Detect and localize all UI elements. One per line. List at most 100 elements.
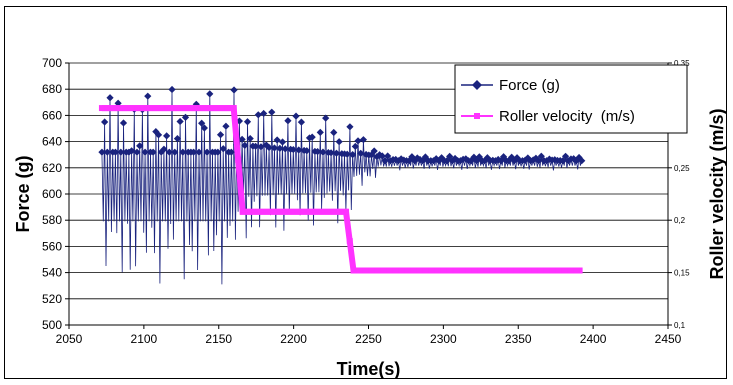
velocity-data-point: [123, 105, 129, 111]
velocity-data-point: [171, 105, 177, 111]
velocity-data-point: [189, 105, 195, 111]
y-tick-label: 580: [42, 213, 62, 227]
y-tick-label: 640: [42, 135, 62, 149]
velocity-data-point: [574, 268, 580, 274]
force-data-point: [292, 113, 299, 120]
velocity-data-point: [195, 105, 201, 111]
velocity-data-point: [99, 105, 105, 111]
force-data-point: [346, 123, 353, 130]
velocity-data-point: [141, 105, 147, 111]
velocity-data-point: [477, 268, 483, 274]
velocity-data-point: [300, 209, 306, 215]
force-data-point: [217, 131, 224, 138]
force-data-point: [106, 94, 113, 101]
velocity-data-point: [159, 105, 165, 111]
velocity-data-point: [129, 105, 135, 111]
velocity-data-point: [513, 268, 519, 274]
y2-tick-label: 0,1: [674, 321, 686, 330]
velocity-data-point: [507, 268, 513, 274]
velocity-data-point: [235, 157, 241, 163]
force-data-point: [330, 129, 337, 136]
force-data-point: [182, 114, 189, 121]
y2-tick-label: 0,25: [674, 164, 690, 173]
velocity-data-point: [562, 268, 568, 274]
y-tick-label: 700: [42, 56, 62, 70]
y2-axis-title: Roller velocity (m/s): [707, 108, 727, 279]
x-tick-label: 2300: [430, 332, 457, 346]
force-data-point: [244, 118, 251, 125]
velocity-data-point: [219, 105, 225, 111]
velocity-data-point: [531, 268, 537, 274]
y2-tick-label: 0,2: [674, 216, 686, 225]
x-axis-title: Time(s): [337, 359, 401, 379]
velocity-data-point: [393, 268, 399, 274]
velocity-data-point: [135, 105, 141, 111]
velocity-data-point: [351, 268, 357, 274]
velocity-data-point: [495, 268, 501, 274]
velocity-data-point: [276, 209, 282, 215]
chart-canvas: 500 520 540 560 580 600 620 640 660 680 700 0,1 0,15…: [5, 7, 728, 380]
velocity-data-point: [375, 268, 381, 274]
velocity-data-point: [307, 209, 313, 215]
velocity-data-point: [153, 105, 159, 111]
chart-frame: 500 520 540 560 580 600 620 640 660 680 700 0,1 0,15…: [4, 6, 727, 379]
velocity-data-point: [459, 268, 465, 274]
y-tick-label: 560: [42, 239, 62, 253]
velocity-data-point: [411, 268, 417, 274]
velocity-data-point: [207, 105, 213, 111]
force-data-point: [222, 123, 229, 130]
velocity-data-point: [240, 209, 246, 215]
velocity-data-point: [556, 268, 562, 274]
x-tick-label: 2150: [205, 332, 232, 346]
velocity-data-point: [453, 268, 459, 274]
velocity-data-point: [549, 268, 555, 274]
x-tick-label: 2450: [655, 332, 682, 346]
x-tick-label: 2250: [355, 332, 382, 346]
force-data-point: [177, 118, 184, 125]
velocity-data-point: [405, 268, 411, 274]
velocity-data-point: [343, 209, 349, 215]
velocity-data-point: [417, 268, 423, 274]
force-data-point: [168, 86, 175, 93]
legend-velocity-label: Roller velocity (m/s): [499, 108, 635, 125]
velocity-data-point: [525, 268, 531, 274]
y-tick-label: 520: [42, 292, 62, 306]
velocity-data-point: [568, 268, 574, 274]
velocity-data-point: [537, 268, 543, 274]
velocity-data-point: [423, 268, 429, 274]
force-data-point: [206, 90, 213, 97]
velocity-data-point: [111, 105, 117, 111]
force-data-point: [230, 86, 237, 93]
y2-tick-label: 0,15: [674, 269, 690, 278]
velocity-data-point: [465, 268, 471, 274]
velocity-data-point: [369, 268, 375, 274]
velocity-data-point: [177, 105, 183, 111]
velocity-data-point: [337, 209, 343, 215]
x-tick-label: 2400: [580, 332, 607, 346]
velocity-data-point: [270, 209, 276, 215]
y-tick-label: 660: [42, 108, 62, 122]
x-tick-label: 2200: [280, 332, 307, 346]
velocity-data-point: [357, 268, 363, 274]
x-tick-label: 2100: [131, 332, 158, 346]
force-data-point: [268, 109, 275, 116]
velocity-data-point: [288, 209, 294, 215]
velocity-data-point: [435, 268, 441, 274]
force-data-point: [284, 117, 291, 124]
velocity-data-point: [325, 209, 331, 215]
velocity-data-point: [363, 268, 369, 274]
velocity-data-point: [471, 268, 477, 274]
velocity-data-point: [347, 238, 353, 244]
velocity-data-point: [213, 105, 219, 111]
velocity-data-point: [313, 209, 319, 215]
y-tick-label: 680: [42, 82, 62, 96]
velocity-data-point: [319, 209, 325, 215]
y-tick-label: 540: [42, 266, 62, 280]
velocity-data-point: [147, 105, 153, 111]
force-data-point: [120, 119, 127, 126]
force-data-point: [144, 93, 151, 100]
force-data-point: [360, 136, 367, 143]
velocity-data-point: [483, 268, 489, 274]
y-axis-title: Force (g): [13, 155, 33, 232]
force-data-point: [163, 132, 170, 139]
